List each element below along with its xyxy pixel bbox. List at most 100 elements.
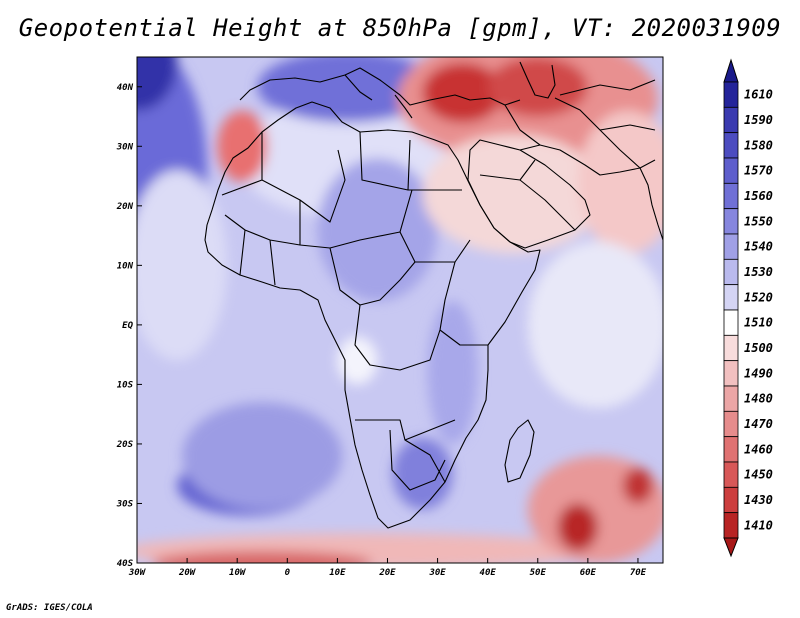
colorbar-label: 1490	[744, 366, 773, 380]
border-west-africa	[224, 214, 301, 286]
colorbar-swatch	[723, 258, 739, 286]
y-tick-label: EQ	[122, 321, 133, 331]
colorbar-label: 1560	[744, 189, 773, 203]
colorbar-label: 1530	[744, 265, 773, 279]
field-south-ocean-red	[152, 551, 373, 563]
colorbar-label: 1430	[744, 493, 773, 507]
colorbar-bottom-arrow	[723, 537, 739, 558]
x-tick-label: 30E	[428, 568, 446, 578]
india-coast	[639, 167, 663, 241]
grads-credit: GrADS: IGES/COLA	[6, 603, 93, 613]
x-tick-label: 30W	[128, 568, 147, 578]
colorbar-swatch	[723, 360, 739, 387]
x-tick-label: 20W	[178, 568, 197, 578]
border-libya-egypt	[359, 131, 411, 191]
border-sudan	[399, 189, 471, 263]
field-congo-white	[337, 336, 378, 385]
x-tick-label: 70E	[630, 568, 647, 578]
x-tick-label: 40E	[480, 568, 497, 578]
colorbar-label: 1580	[744, 138, 773, 152]
y-tick-label: 10N	[117, 261, 134, 271]
field-south-ocean-pink	[137, 533, 603, 563]
colorbar-swatch	[723, 81, 739, 108]
x-tick-label: 50E	[530, 568, 547, 578]
field-south-atlantic-mid	[182, 402, 343, 510]
y-tick-label: 20N	[116, 202, 134, 212]
colorbar-swatch	[723, 233, 739, 260]
colorbar-label: 1480	[744, 392, 773, 406]
x-tick-label: 20E	[378, 568, 396, 578]
colorbar-label: 1460	[744, 442, 773, 456]
colorbar-swatch	[723, 461, 739, 488]
field-morocco-low	[217, 110, 268, 183]
field-turkey-low-core	[422, 62, 503, 123]
x-tick-label: 10E	[329, 568, 346, 578]
x-tick-label: 0	[285, 568, 291, 578]
colorbar-label: 1570	[744, 164, 773, 178]
field-northwest-high	[137, 57, 178, 111]
colorbar-label: 1520	[744, 290, 773, 304]
border-algeria	[261, 132, 346, 223]
border-central	[329, 247, 441, 371]
plot-frame	[136, 56, 664, 564]
field-iran-low-core	[487, 57, 588, 117]
colorbar-swatch	[723, 512, 739, 539]
colorbar-swatch	[723, 309, 739, 336]
border-arabia	[479, 159, 576, 231]
colorbar-label: 1540	[744, 240, 773, 254]
field-india-pink	[577, 110, 663, 254]
colorbar-swatch	[723, 182, 739, 210]
colorbar-swatch	[723, 436, 739, 463]
axis-ticks: 30W 20W 10W 0 10E 20E 30E 40E 50E 60E 70E 40N 30N 20N…	[116, 83, 647, 578]
y-tick-label: 10S	[117, 380, 134, 390]
europe-coastline	[239, 67, 521, 106]
chart-title: Geopotential Height at 850hPa [gpm], VT:…	[18, 14, 782, 42]
field-sw-indian-low-core	[557, 503, 598, 552]
arabia-coastline	[467, 139, 591, 249]
field-east-africa-mid	[427, 301, 478, 444]
country-boundaries	[204, 61, 663, 529]
italy-greece	[344, 74, 413, 119]
colorbar-swatch	[723, 132, 739, 159]
caspian-coast	[519, 61, 556, 99]
field-sahara-mid	[317, 158, 438, 302]
colorbar-label: 1450	[744, 468, 773, 482]
y-tick-label: 30S	[116, 499, 134, 509]
colorbar-swatch	[723, 157, 739, 184]
field-indian-ocean-pale	[527, 241, 663, 409]
colorbar-label: 1470	[744, 417, 773, 431]
border-central-asia	[559, 79, 656, 131]
x-tick-label: 60E	[580, 568, 597, 578]
map-plot-area[interactable]	[67, 15, 678, 575]
field-atlantic-pale	[137, 170, 228, 361]
colorbar-swatch	[723, 106, 739, 134]
field-southern-africa-high	[392, 437, 453, 510]
persian-gulf	[519, 144, 656, 176]
colorbar-swatch	[723, 334, 739, 362]
border-south	[355, 419, 456, 491]
colorbar: 1610 1590 1580 1570 1560 1550 1540 1530 1520 1510…	[723, 58, 773, 558]
colorbar-label: 1510	[744, 316, 773, 330]
colorbar-label: 1610	[744, 88, 773, 102]
x-tick-label: 10W	[229, 568, 247, 578]
africa-coastline	[204, 101, 541, 529]
y-tick-label: 30N	[116, 142, 134, 152]
colorbar-swatch	[723, 486, 739, 514]
y-tick-label: 40N	[117, 83, 134, 93]
field-sw-indian-low-core-2	[622, 467, 653, 504]
field-arabia-pink	[422, 134, 603, 254]
colorbar-label: 1500	[744, 341, 773, 355]
colorbar-swatch	[723, 385, 739, 412]
colorbar-top-arrow	[723, 58, 739, 83]
y-tick-label: 20S	[116, 440, 134, 450]
border-sahel	[221, 179, 413, 249]
y-tick-label: 40S	[117, 559, 134, 569]
colorbar-swatch	[723, 284, 739, 311]
colorbar-label: 1410	[744, 518, 773, 532]
colorbar-swatch	[723, 208, 739, 235]
border-east	[439, 261, 488, 346]
colorbar-label: 1550	[744, 214, 773, 228]
colorbar-label: 1590	[744, 113, 773, 127]
madagascar-coastline	[504, 419, 535, 483]
